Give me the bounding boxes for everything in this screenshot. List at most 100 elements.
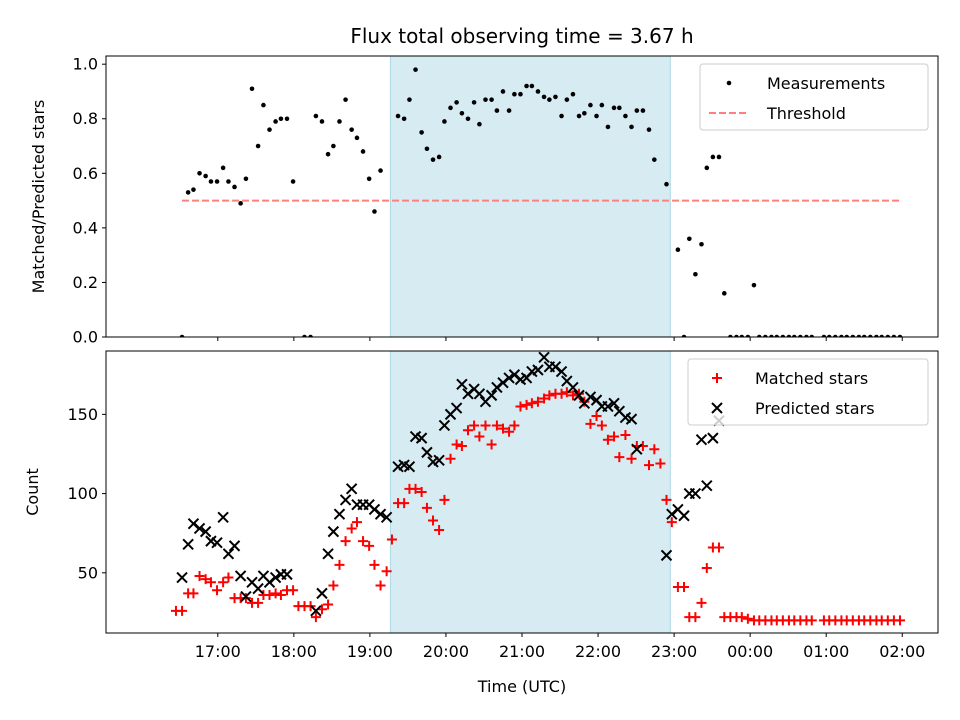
- predicted-star-point: [438, 419, 451, 432]
- matched-star-point: [212, 585, 223, 596]
- predicted-star-point: [182, 538, 194, 550]
- measurement-point: [319, 119, 325, 124]
- measurement-point: [313, 113, 319, 119]
- matched-star-point: [177, 605, 188, 616]
- x-tick-label: 02:00: [879, 642, 925, 661]
- legend-label: Threshold: [766, 104, 846, 123]
- x-tick-label: 01:00: [803, 642, 849, 661]
- measurement-point: [413, 67, 418, 72]
- matched-star-point: [364, 540, 375, 551]
- measurement-point: [401, 116, 407, 122]
- measurement-point: [255, 143, 261, 149]
- measurement-point: [564, 97, 570, 102]
- matched-star-point: [288, 585, 299, 596]
- predicted-star-point: [281, 568, 293, 581]
- measurement-point: [220, 165, 226, 171]
- measurement-point: [290, 179, 296, 184]
- matched-star-point: [620, 429, 631, 440]
- measurement-point: [284, 116, 290, 122]
- matched-star-point: [416, 487, 427, 497]
- measurement-point: [704, 165, 710, 171]
- x-tick-label: 18:00: [271, 642, 317, 661]
- predicted-star-point: [222, 548, 235, 560]
- predicted-star-point: [234, 570, 247, 582]
- predicted-star-point: [608, 397, 620, 409]
- measurement-point: [791, 334, 797, 337]
- measurement-point: [588, 102, 593, 108]
- measurement-point: [500, 89, 506, 94]
- measurement-point: [640, 108, 646, 113]
- predicted-star-point: [707, 432, 719, 444]
- y-axis-label-top: Matched/Predicted stars: [29, 100, 48, 294]
- matched-star-point: [439, 494, 450, 505]
- measurement-point: [232, 184, 237, 190]
- matched-star-point: [609, 431, 620, 442]
- measurement-point: [197, 171, 202, 176]
- matched-star-point: [614, 452, 625, 463]
- measurement-point: [885, 334, 891, 337]
- predicted-star-point: [433, 454, 445, 467]
- measurement-point: [751, 282, 757, 288]
- measurement-point: [780, 334, 786, 337]
- predicted-star-point: [269, 571, 282, 584]
- measurement-point: [349, 127, 354, 132]
- matched-star-point: [894, 615, 905, 626]
- matched-star-point: [399, 498, 410, 509]
- legend-predicted-marker: [711, 402, 723, 414]
- x-tick-label: 23:00: [651, 642, 697, 661]
- x-tick-label: 22:00: [575, 642, 621, 661]
- measurement-point: [745, 334, 751, 337]
- measurement-point: [547, 97, 552, 102]
- measurement-point: [699, 241, 704, 247]
- predicted-star-point: [333, 508, 346, 520]
- predicted-star-point: [701, 479, 713, 492]
- x-axis-label: Time (UTC): [477, 677, 566, 696]
- predicted-star-point: [199, 525, 212, 538]
- y-axis-label-bottom: Count: [23, 468, 42, 516]
- predicted-star-point: [503, 372, 515, 384]
- legend-measurements-marker: [726, 80, 732, 86]
- matched-star-point: [205, 577, 216, 588]
- y-tick-label-top: 1.0: [73, 55, 98, 74]
- measurement-point: [378, 168, 383, 173]
- measurement-point: [809, 334, 815, 337]
- matched-star-point: [649, 444, 660, 455]
- matched-star-point: [701, 563, 712, 574]
- measurement-point: [844, 334, 850, 337]
- bottom-panel: 50 100 150 Count 17:00 18:00 19:00 20:00 21:00 22…: [23, 350, 939, 661]
- y-tick-label-top: 0.2: [73, 273, 98, 292]
- measurement-point: [728, 334, 733, 337]
- matched-star-point: [521, 399, 532, 410]
- measurement-point: [524, 83, 529, 89]
- matched-star-point: [328, 580, 339, 591]
- measurement-point: [477, 121, 482, 127]
- measurement-point: [850, 334, 856, 337]
- predicted-star-point: [573, 389, 585, 402]
- measurement-point: [721, 291, 727, 296]
- predicted-star-point: [415, 432, 428, 444]
- matched-star-point: [253, 597, 264, 608]
- matched-star-point: [486, 439, 497, 450]
- matched-star-point: [410, 483, 421, 494]
- predicted-star-point: [252, 582, 264, 595]
- measurement-point: [716, 154, 722, 160]
- measurement-point: [856, 334, 862, 337]
- measurement-point: [214, 179, 220, 184]
- legend-label: Measurements: [767, 74, 885, 93]
- measurement-point: [611, 105, 617, 111]
- matched-star-point: [585, 418, 596, 429]
- measurement-point: [687, 236, 692, 242]
- predicted-star-point: [689, 487, 702, 500]
- predicted-star-point: [631, 443, 643, 455]
- matched-star-point: [591, 410, 602, 421]
- matched-star-point: [469, 420, 480, 431]
- y-tick-label-top: 0.0: [73, 328, 98, 347]
- matched-star-point: [526, 398, 537, 409]
- measurement-point: [576, 113, 582, 119]
- measurement-point: [739, 334, 745, 337]
- measurement-point: [821, 334, 827, 337]
- matched-star-point: [358, 536, 369, 547]
- measurement-point: [868, 334, 873, 337]
- measurement-point: [518, 91, 523, 97]
- matched-star-point: [340, 536, 351, 547]
